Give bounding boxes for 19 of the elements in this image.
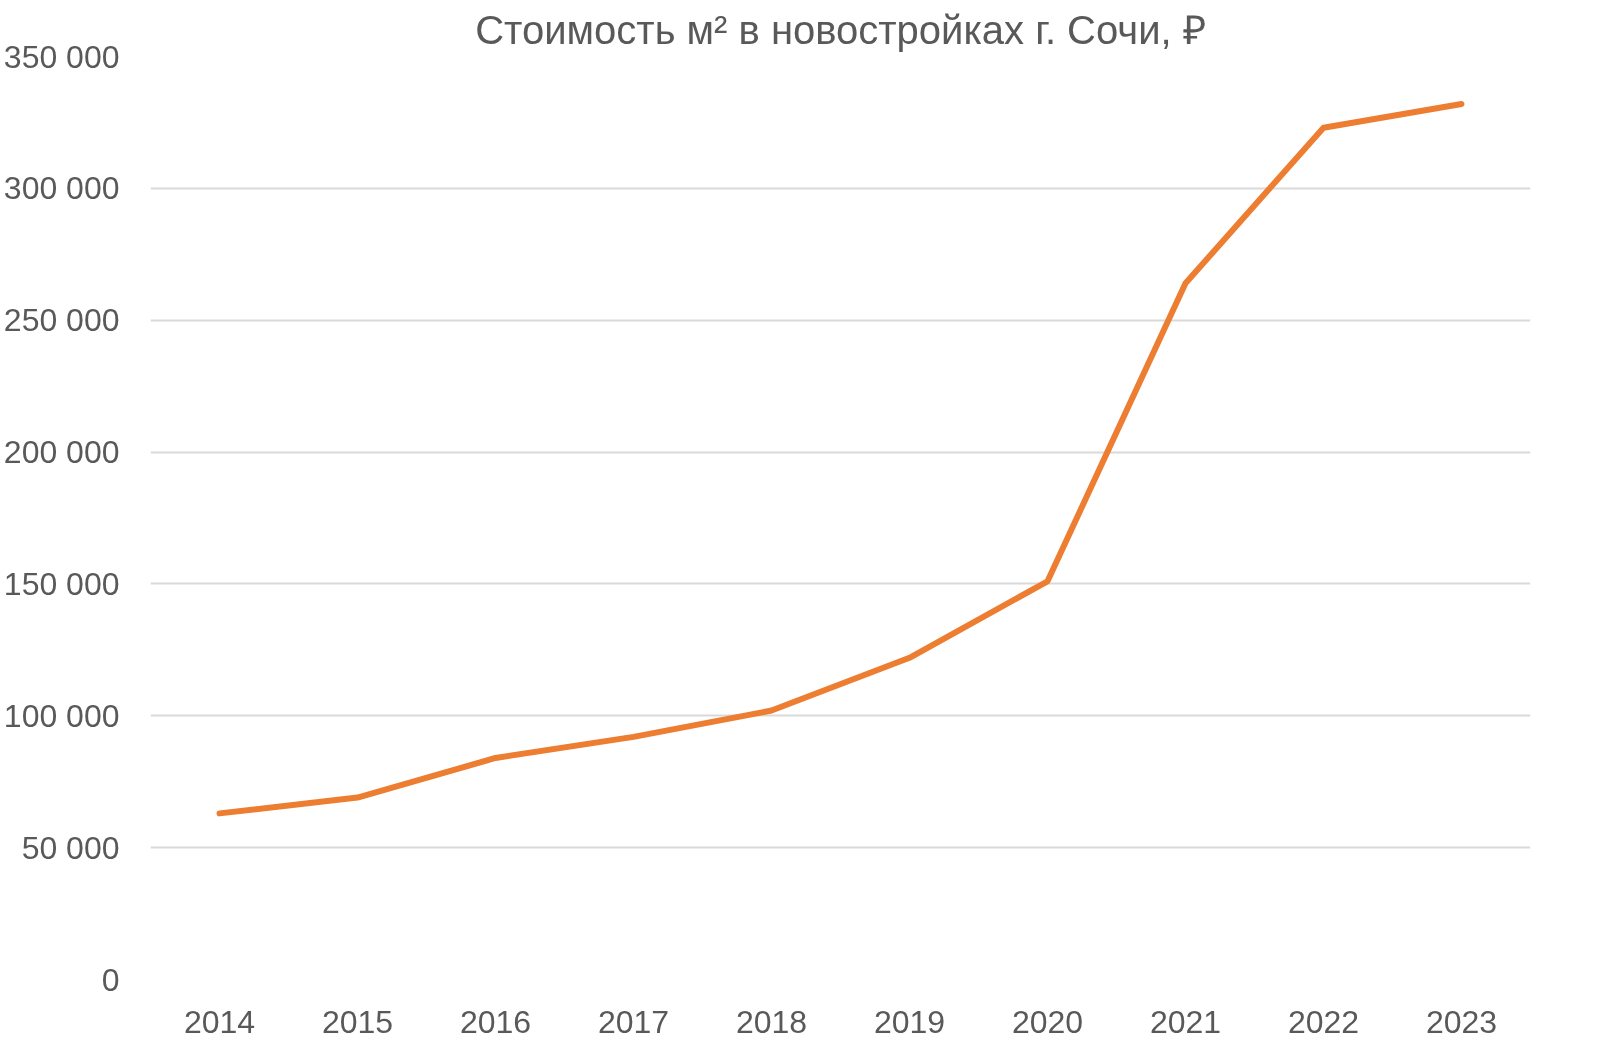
y-tick-label: 0 <box>101 961 120 998</box>
y-tick-label: 150 000 <box>3 565 120 602</box>
y-tick-label: 350 000 <box>3 38 120 75</box>
y-tick-label: 200 000 <box>3 434 120 471</box>
x-tick-label: 2016 <box>459 1003 532 1040</box>
x-tick-label: 2018 <box>735 1003 808 1040</box>
y-tick-label: 300 000 <box>3 170 120 207</box>
x-tick-label: 2017 <box>597 1003 670 1040</box>
y-tick-label: 250 000 <box>3 302 120 339</box>
x-tick-label: 2023 <box>1425 1003 1498 1040</box>
x-tick-label: 2019 <box>873 1003 946 1040</box>
x-tick-label: 2021 <box>1149 1003 1222 1040</box>
x-tick-label: 2022 <box>1287 1003 1360 1040</box>
y-tick-label: 50 000 <box>21 829 120 866</box>
x-tick-label: 2020 <box>1011 1003 1084 1040</box>
x-tick-label: 2015 <box>321 1003 394 1040</box>
y-tick-label: 100 000 <box>3 697 120 734</box>
chart-title: Стоимость м² в новостройках г. Сочи, ₽ <box>475 7 1206 52</box>
x-tick-label: 2014 <box>183 1003 256 1040</box>
